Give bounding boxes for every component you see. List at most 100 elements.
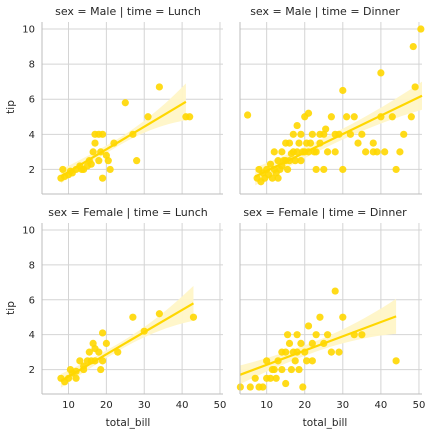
x-tick-label: 40 bbox=[176, 400, 189, 411]
y-tick-label: 2 bbox=[29, 165, 35, 176]
data-point bbox=[268, 174, 276, 182]
data-point bbox=[335, 348, 343, 356]
confidence-band bbox=[240, 298, 397, 385]
data-point bbox=[308, 130, 316, 138]
data-point bbox=[331, 287, 339, 295]
data-point bbox=[266, 374, 275, 382]
data-point bbox=[285, 139, 294, 147]
x-tick-label: 30 bbox=[138, 400, 151, 411]
data-point bbox=[246, 383, 254, 391]
data-point bbox=[98, 174, 107, 182]
data-point bbox=[283, 331, 292, 339]
y-axis-label-top: tip bbox=[5, 100, 17, 114]
data-point bbox=[377, 69, 385, 77]
regression-line bbox=[60, 100, 187, 178]
x-tick-label: 20 bbox=[100, 400, 113, 411]
data-point bbox=[373, 148, 381, 156]
data-point bbox=[274, 157, 282, 165]
data-point bbox=[343, 113, 351, 121]
data-point bbox=[339, 86, 347, 95]
data-point bbox=[306, 139, 315, 147]
data-point bbox=[323, 148, 332, 156]
data-point bbox=[316, 313, 324, 321]
data-point bbox=[91, 139, 99, 147]
x-tick-label: 20 bbox=[298, 400, 311, 411]
data-point bbox=[85, 348, 93, 356]
data-point bbox=[346, 130, 355, 138]
data-point bbox=[388, 113, 396, 121]
data-point bbox=[303, 357, 311, 365]
data-point bbox=[89, 148, 97, 156]
data-point bbox=[289, 130, 297, 138]
data-point bbox=[72, 374, 80, 382]
data-point bbox=[350, 113, 358, 121]
data-point bbox=[104, 157, 112, 165]
data-point bbox=[312, 148, 320, 156]
facet-panel-female-lunch: sex = Female | time = Lunch 10 20 30 40 50 2 4… bbox=[22, 206, 226, 411]
data-point bbox=[295, 365, 303, 374]
data-point bbox=[278, 148, 286, 156]
data-point bbox=[129, 313, 137, 321]
y-tick-label: 2 bbox=[29, 365, 35, 376]
data-point bbox=[272, 374, 280, 382]
data-point bbox=[95, 157, 103, 165]
data-point bbox=[362, 148, 370, 156]
regression-line bbox=[60, 302, 195, 382]
data-point bbox=[299, 383, 307, 391]
x-axis-label-right: total_bill bbox=[303, 417, 348, 429]
data-point bbox=[304, 109, 313, 117]
data-point bbox=[396, 148, 404, 156]
data-point bbox=[270, 148, 278, 156]
facet-panel-female-dinner: sex = Female | time = Dinner 10 20 30 40 50 bbox=[236, 206, 426, 411]
x-tick-label: 40 bbox=[375, 400, 388, 411]
regression-line bbox=[239, 315, 397, 376]
y-tick-label: 4 bbox=[29, 330, 35, 341]
data-point bbox=[320, 165, 328, 174]
data-point bbox=[323, 331, 332, 339]
panel-title: sex = Male | time = Lunch bbox=[55, 5, 201, 18]
data-point bbox=[304, 322, 313, 330]
y-tick-label: 8 bbox=[29, 60, 35, 71]
data-point bbox=[259, 383, 267, 391]
data-point bbox=[186, 113, 194, 121]
data-point bbox=[98, 329, 107, 337]
data-point bbox=[322, 125, 330, 133]
data-point bbox=[114, 348, 122, 356]
data-point bbox=[278, 365, 286, 374]
facet-panel-male-lunch: sex = Male | time = Lunch 2 4 6 8 10 bbox=[22, 5, 223, 195]
y-tick-label: 10 bbox=[22, 25, 35, 36]
panel-title: sex = Female | time = Lunch bbox=[48, 206, 207, 219]
data-point bbox=[282, 379, 290, 388]
data-point bbox=[144, 113, 152, 121]
data-point bbox=[263, 357, 271, 365]
data-point bbox=[287, 365, 296, 374]
data-point bbox=[297, 130, 305, 138]
data-point bbox=[392, 165, 400, 174]
panel-title: sex = Female | time = Dinner bbox=[243, 206, 407, 219]
y-axis-label-bottom: tip bbox=[5, 301, 17, 315]
data-point bbox=[293, 121, 301, 130]
x-tick-label: 50 bbox=[214, 400, 227, 411]
data-point bbox=[358, 130, 366, 138]
data-point bbox=[400, 130, 408, 138]
data-point bbox=[133, 157, 141, 165]
data-point bbox=[266, 160, 275, 168]
data-point bbox=[312, 331, 320, 339]
data-point bbox=[369, 139, 377, 147]
x-axis-label-left: total_bill bbox=[106, 417, 151, 429]
data-point bbox=[155, 83, 163, 91]
data-point bbox=[76, 357, 84, 365]
data-point bbox=[327, 113, 335, 121]
y-tick-label: 6 bbox=[29, 95, 35, 106]
data-point bbox=[297, 339, 305, 347]
data-point bbox=[293, 331, 301, 339]
data-point bbox=[312, 165, 320, 174]
data-point bbox=[293, 148, 301, 156]
x-tick-label: 50 bbox=[413, 400, 426, 411]
data-point bbox=[98, 357, 107, 365]
data-point bbox=[339, 313, 347, 321]
data-point bbox=[87, 160, 95, 168]
data-point bbox=[97, 365, 105, 374]
data-point bbox=[331, 148, 339, 156]
data-point bbox=[411, 83, 419, 91]
